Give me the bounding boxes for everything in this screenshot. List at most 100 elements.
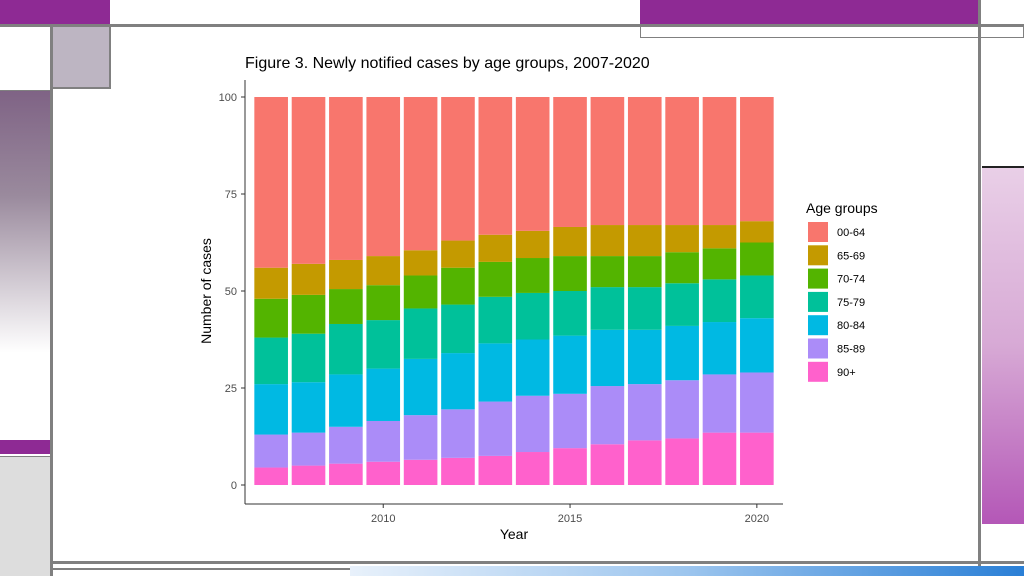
bar-2014-75-79 (515, 292, 550, 340)
x-tick-label: 2015 (558, 513, 582, 525)
legend: 00-64 65-69 70-74 75-79 80-84 85-89 90+ (808, 222, 865, 382)
right-purple-gradient-strip (982, 166, 1024, 524)
bar-2007-80-84 (254, 384, 288, 435)
bottom-blue-gradient-bar (350, 566, 1024, 576)
bar-2017-00-64 (627, 97, 662, 226)
bar-2016-00-64 (590, 97, 625, 226)
top-right-purple-bar (640, 0, 980, 24)
y-tick-label: 75 (225, 189, 237, 201)
bar-2007-70-74 (254, 298, 288, 338)
top-frame-line (0, 24, 1024, 27)
bar-2017-75-79 (627, 287, 662, 330)
bar-2020-90+ (740, 432, 774, 485)
bar-2011-65-69 (403, 250, 438, 276)
bar-2013-65-69 (478, 234, 513, 262)
bar-2020-70-74 (740, 242, 774, 276)
bar-2015-85-89 (553, 393, 587, 449)
left-purple-accent (0, 440, 50, 454)
bar-2018-70-74 (665, 252, 699, 284)
y-tick-label: 0 (231, 480, 237, 492)
legend-label-70-74: 70-74 (837, 274, 865, 286)
bar-2007-85-89 (254, 434, 288, 468)
bar-2019-65-69 (702, 225, 737, 249)
bar-2014-85-89 (515, 395, 550, 453)
bar-2013-85-89 (478, 401, 513, 456)
bar-2013-00-64 (478, 97, 513, 235)
y-tick-label: 25 (225, 383, 237, 395)
bar-2016-65-69 (590, 225, 625, 257)
y-tick-label: 100 (219, 92, 237, 104)
bar-2010-90+ (366, 461, 401, 485)
top-left-purple-bar (0, 0, 110, 24)
bar-2019-80-84 (702, 322, 737, 375)
bar-2012-70-74 (441, 267, 475, 305)
legend-swatch-70-74 (808, 268, 828, 289)
legend-swatch-65-69 (808, 245, 828, 266)
bar-2013-80-84 (478, 343, 513, 402)
bar-2018-90+ (665, 438, 699, 485)
bar-2011-75-79 (403, 308, 438, 359)
x-tick-label: 2020 (745, 513, 769, 525)
bar-2007-00-64 (254, 97, 288, 268)
bar-2017-80-84 (627, 329, 662, 385)
bar-2015-90+ (553, 448, 587, 485)
y-tick-label: 50 (225, 286, 237, 298)
bar-2009-70-74 (329, 289, 363, 324)
legend-label-65-69: 65-69 (837, 250, 865, 262)
bar-2011-70-74 (403, 275, 438, 309)
bar-2012-00-64 (441, 97, 475, 241)
bar-2019-70-74 (702, 248, 737, 280)
axes-layer: 0 25 50 75 100 2010 2015 2020 (219, 80, 783, 525)
bar-2013-70-74 (478, 261, 513, 297)
bar-2016-80-84 (590, 329, 625, 387)
legend-swatch-80-84 (808, 315, 828, 336)
bar-2020-80-84 (740, 318, 774, 373)
bottom-frame-line (53, 561, 1024, 564)
legend-label-80-84: 80-84 (837, 320, 865, 332)
bar-2010-75-79 (366, 320, 401, 369)
bar-2012-90+ (441, 457, 475, 485)
bar-2020-65-69 (740, 221, 774, 243)
bar-2008-90+ (291, 465, 326, 485)
left-purple-gradient-strip (0, 90, 50, 440)
x-tick-label: 2010 (371, 513, 395, 525)
legend-title: Age groups (806, 200, 878, 216)
bar-2018-65-69 (665, 225, 699, 253)
legend-swatch-75-79 (808, 291, 828, 312)
bar-2014-00-64 (515, 97, 550, 231)
bar-2009-90+ (329, 463, 363, 485)
bar-2012-65-69 (441, 240, 475, 268)
bar-2012-80-84 (441, 353, 475, 410)
bar-2014-80-84 (515, 339, 550, 396)
bar-2009-00-64 (329, 97, 363, 260)
bar-2009-80-84 (329, 374, 363, 427)
legend-label-90+: 90+ (837, 367, 856, 379)
bar-2015-80-84 (553, 335, 587, 394)
bar-2019-00-64 (702, 97, 737, 226)
bar-2016-85-89 (590, 386, 625, 445)
bar-2009-85-89 (329, 426, 363, 464)
bar-2008-65-69 (291, 263, 326, 295)
bar-2012-75-79 (441, 304, 475, 354)
bar-2020-00-64 (740, 97, 774, 222)
bar-2014-70-74 (515, 258, 550, 293)
bar-2010-80-84 (366, 368, 401, 421)
x-axis-title: Year (500, 526, 529, 542)
bar-2007-90+ (254, 467, 288, 485)
bar-2011-85-89 (403, 415, 438, 460)
bar-2015-00-64 (553, 97, 587, 227)
bar-2011-00-64 (403, 97, 438, 251)
legend-label-85-89: 85-89 (837, 344, 865, 356)
bar-2010-85-89 (366, 420, 401, 462)
y-axis-title: Number of cases (198, 238, 214, 344)
gray-square-top-left (53, 27, 111, 89)
bar-2013-90+ (478, 455, 513, 485)
legend-label-75-79: 75-79 (837, 297, 865, 309)
bar-2010-70-74 (366, 285, 401, 321)
legend-swatch-85-89 (808, 338, 828, 359)
bar-2012-85-89 (441, 409, 475, 458)
bar-2018-85-89 (665, 380, 699, 439)
bar-2007-75-79 (254, 337, 288, 385)
bar-2016-90+ (590, 444, 625, 485)
